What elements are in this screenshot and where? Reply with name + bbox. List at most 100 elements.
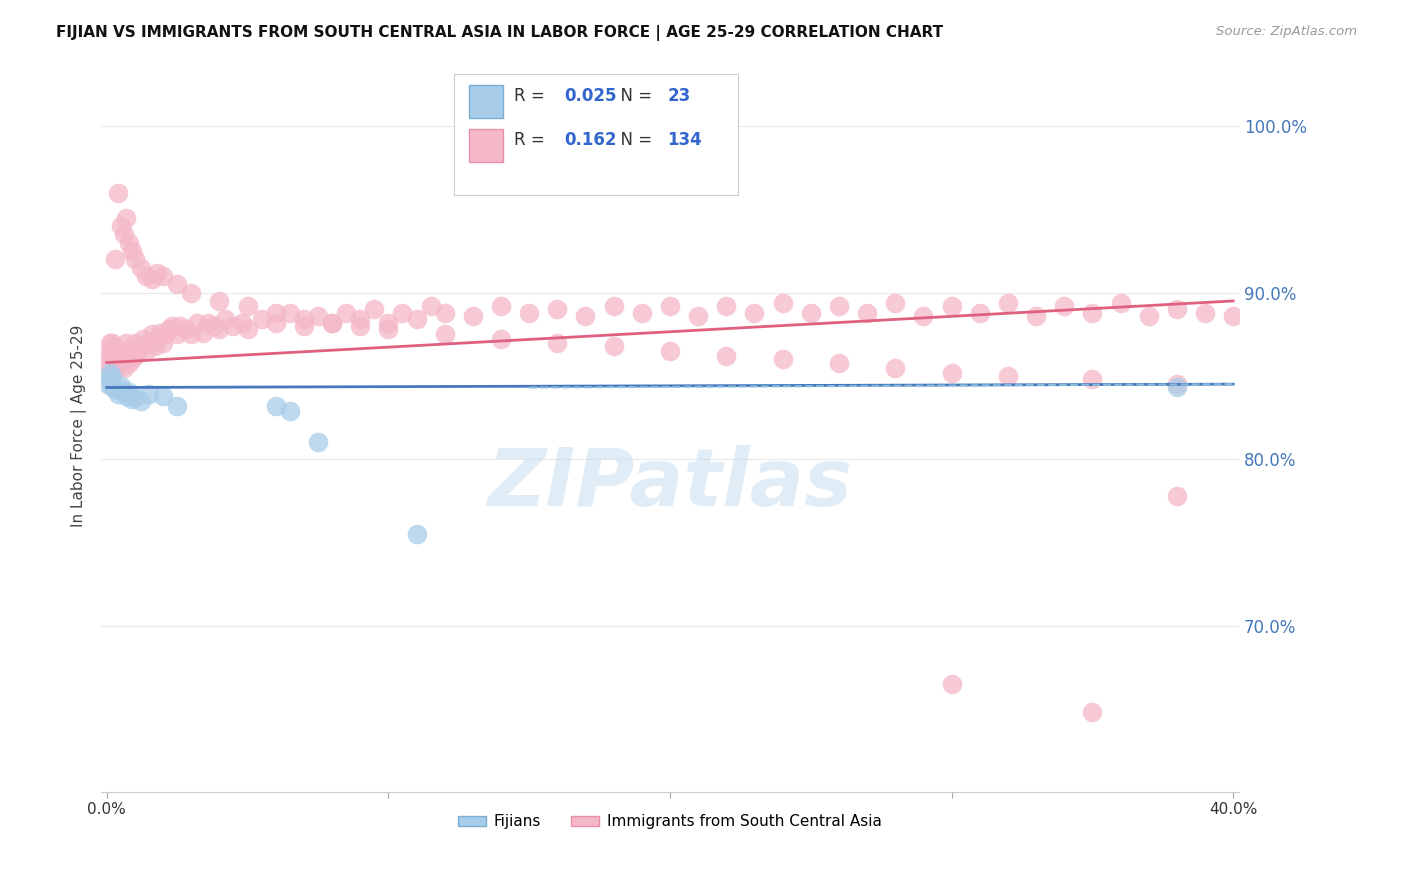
Point (98, 360, 121, 375)
Point (110, 379, 132, 393)
Point (1053, 299, 1076, 313)
Text: 134: 134 (668, 130, 703, 149)
Point (101, 368, 124, 383)
Legend: Fijians, Immigrants from South Central Asia: Fijians, Immigrants from South Central A… (453, 808, 887, 836)
Point (546, 302, 568, 317)
Point (912, 309, 935, 323)
Point (180, 327, 202, 342)
Point (129, 260, 152, 275)
Y-axis label: In Labor Force | Age 25-29: In Labor Force | Age 25-29 (72, 325, 87, 527)
Point (1222, 309, 1244, 323)
Point (112, 360, 135, 375)
Point (101, 360, 124, 375)
Point (1166, 302, 1188, 317)
Point (602, 299, 624, 313)
Point (278, 305, 301, 319)
Point (405, 527, 427, 541)
Point (489, 332, 512, 346)
Point (321, 316, 343, 330)
Point (152, 268, 174, 283)
Point (124, 252, 146, 267)
Text: N =: N = (610, 87, 657, 104)
Point (264, 305, 287, 319)
Point (292, 312, 315, 326)
Point (166, 399, 188, 413)
Point (264, 316, 287, 330)
Point (107, 387, 129, 401)
Point (419, 299, 441, 313)
Point (132, 332, 155, 346)
Point (157, 322, 180, 336)
Point (112, 349, 135, 363)
Point (1025, 309, 1047, 323)
Point (828, 355, 851, 369)
Point (377, 322, 399, 336)
Point (772, 352, 794, 367)
Point (208, 322, 231, 336)
Bar (468, 86, 503, 118)
Point (104, 339, 127, 353)
Point (231, 316, 253, 330)
Point (104, 382, 127, 396)
Text: ZIPatlas: ZIPatlas (488, 445, 852, 524)
Point (1081, 705, 1104, 719)
Point (101, 352, 124, 367)
Point (98, 366, 121, 380)
Point (180, 285, 202, 300)
Point (772, 295, 794, 310)
Point (118, 385, 141, 400)
Point (104, 355, 127, 369)
Point (716, 349, 738, 363)
Point (433, 305, 456, 319)
Point (160, 318, 183, 333)
Point (115, 343, 138, 358)
Point (149, 326, 172, 340)
Point (107, 349, 129, 363)
Point (104, 252, 127, 267)
Point (1109, 295, 1132, 310)
Point (321, 316, 343, 330)
Point (174, 322, 197, 336)
Text: 23: 23 (668, 87, 690, 104)
Point (574, 309, 596, 323)
Point (135, 343, 157, 358)
Point (110, 355, 132, 369)
Point (1166, 380, 1188, 394)
Point (997, 295, 1019, 310)
Point (307, 435, 329, 450)
Point (602, 339, 624, 353)
Point (98, 343, 121, 358)
Point (461, 309, 484, 323)
Point (124, 349, 146, 363)
Point (169, 318, 191, 333)
Point (716, 299, 738, 313)
Point (141, 272, 163, 286)
Point (129, 393, 152, 408)
Point (546, 335, 568, 350)
Text: N =: N = (610, 130, 657, 149)
Point (658, 343, 681, 358)
Point (349, 318, 371, 333)
Point (110, 345, 132, 359)
Point (124, 391, 146, 405)
Point (152, 335, 174, 350)
Point (391, 305, 413, 319)
Point (405, 312, 427, 326)
Point (1081, 305, 1104, 319)
Point (141, 327, 163, 342)
Point (433, 327, 456, 342)
Point (236, 299, 259, 313)
Point (146, 332, 169, 346)
Point (197, 316, 219, 330)
Point (124, 335, 146, 350)
Point (186, 316, 208, 330)
Point (941, 677, 963, 691)
Point (349, 312, 371, 326)
Point (1137, 309, 1160, 323)
Point (104, 349, 127, 363)
Text: R =: R = (515, 130, 550, 149)
Point (127, 343, 149, 358)
Point (1166, 377, 1188, 392)
Point (166, 327, 188, 342)
Point (214, 312, 236, 326)
